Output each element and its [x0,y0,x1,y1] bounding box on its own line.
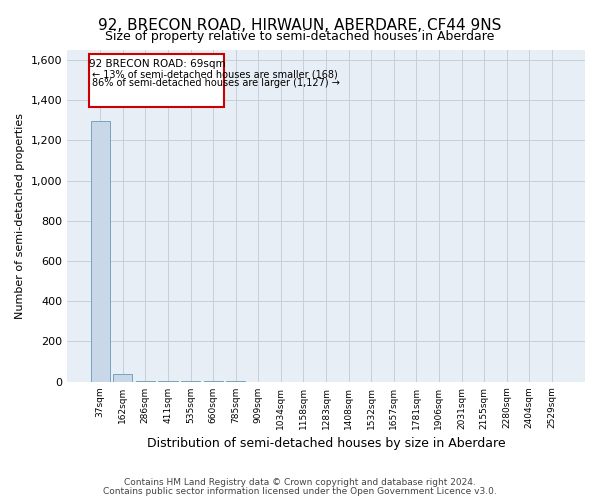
Bar [113,374,133,382]
Text: Contains public sector information licensed under the Open Government Licence v3: Contains public sector information licen… [103,487,497,496]
Text: 92, BRECON ROAD, HIRWAUN, ABERDARE, CF44 9NS: 92, BRECON ROAD, HIRWAUN, ABERDARE, CF44… [98,18,502,32]
X-axis label: Distribution of semi-detached houses by size in Aberdare: Distribution of semi-detached houses by … [147,437,505,450]
Text: Contains HM Land Registry data © Crown copyright and database right 2024.: Contains HM Land Registry data © Crown c… [124,478,476,487]
Bar [91,122,110,382]
Y-axis label: Number of semi-detached properties: Number of semi-detached properties [15,113,25,319]
Text: 86% of semi-detached houses are larger (1,127) →: 86% of semi-detached houses are larger (… [92,78,340,88]
Bar [89,54,224,108]
Text: ← 13% of semi-detached houses are smaller (168): ← 13% of semi-detached houses are smalle… [92,69,337,79]
Text: 92 BRECON ROAD: 69sqm: 92 BRECON ROAD: 69sqm [89,59,225,69]
Text: Size of property relative to semi-detached houses in Aberdare: Size of property relative to semi-detach… [106,30,494,43]
Bar [136,381,155,382]
